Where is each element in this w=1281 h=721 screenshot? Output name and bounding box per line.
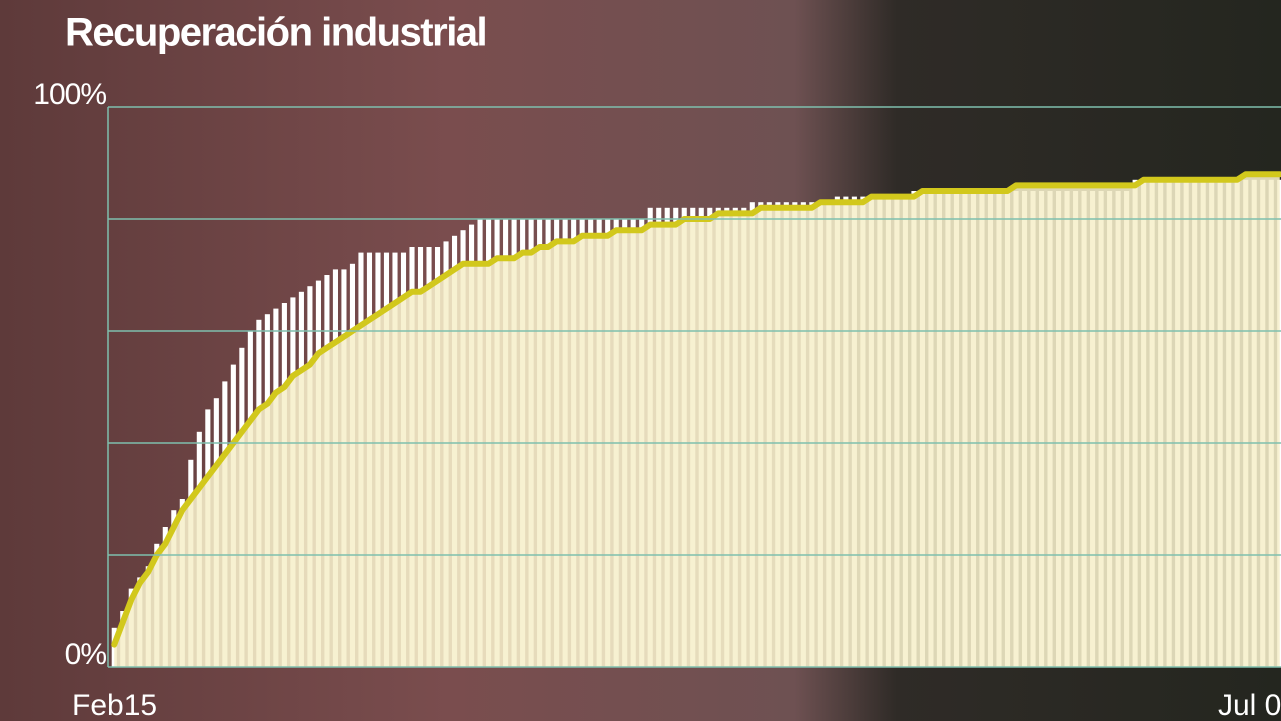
chart-title: Recuperación industrial (65, 11, 486, 55)
x-tick-label: Feb15 (72, 689, 157, 721)
x-tick-label: Jul 02 (1218, 689, 1281, 721)
y-tick-label: 0% (65, 638, 107, 671)
y-tick-label: 100% (33, 78, 106, 111)
